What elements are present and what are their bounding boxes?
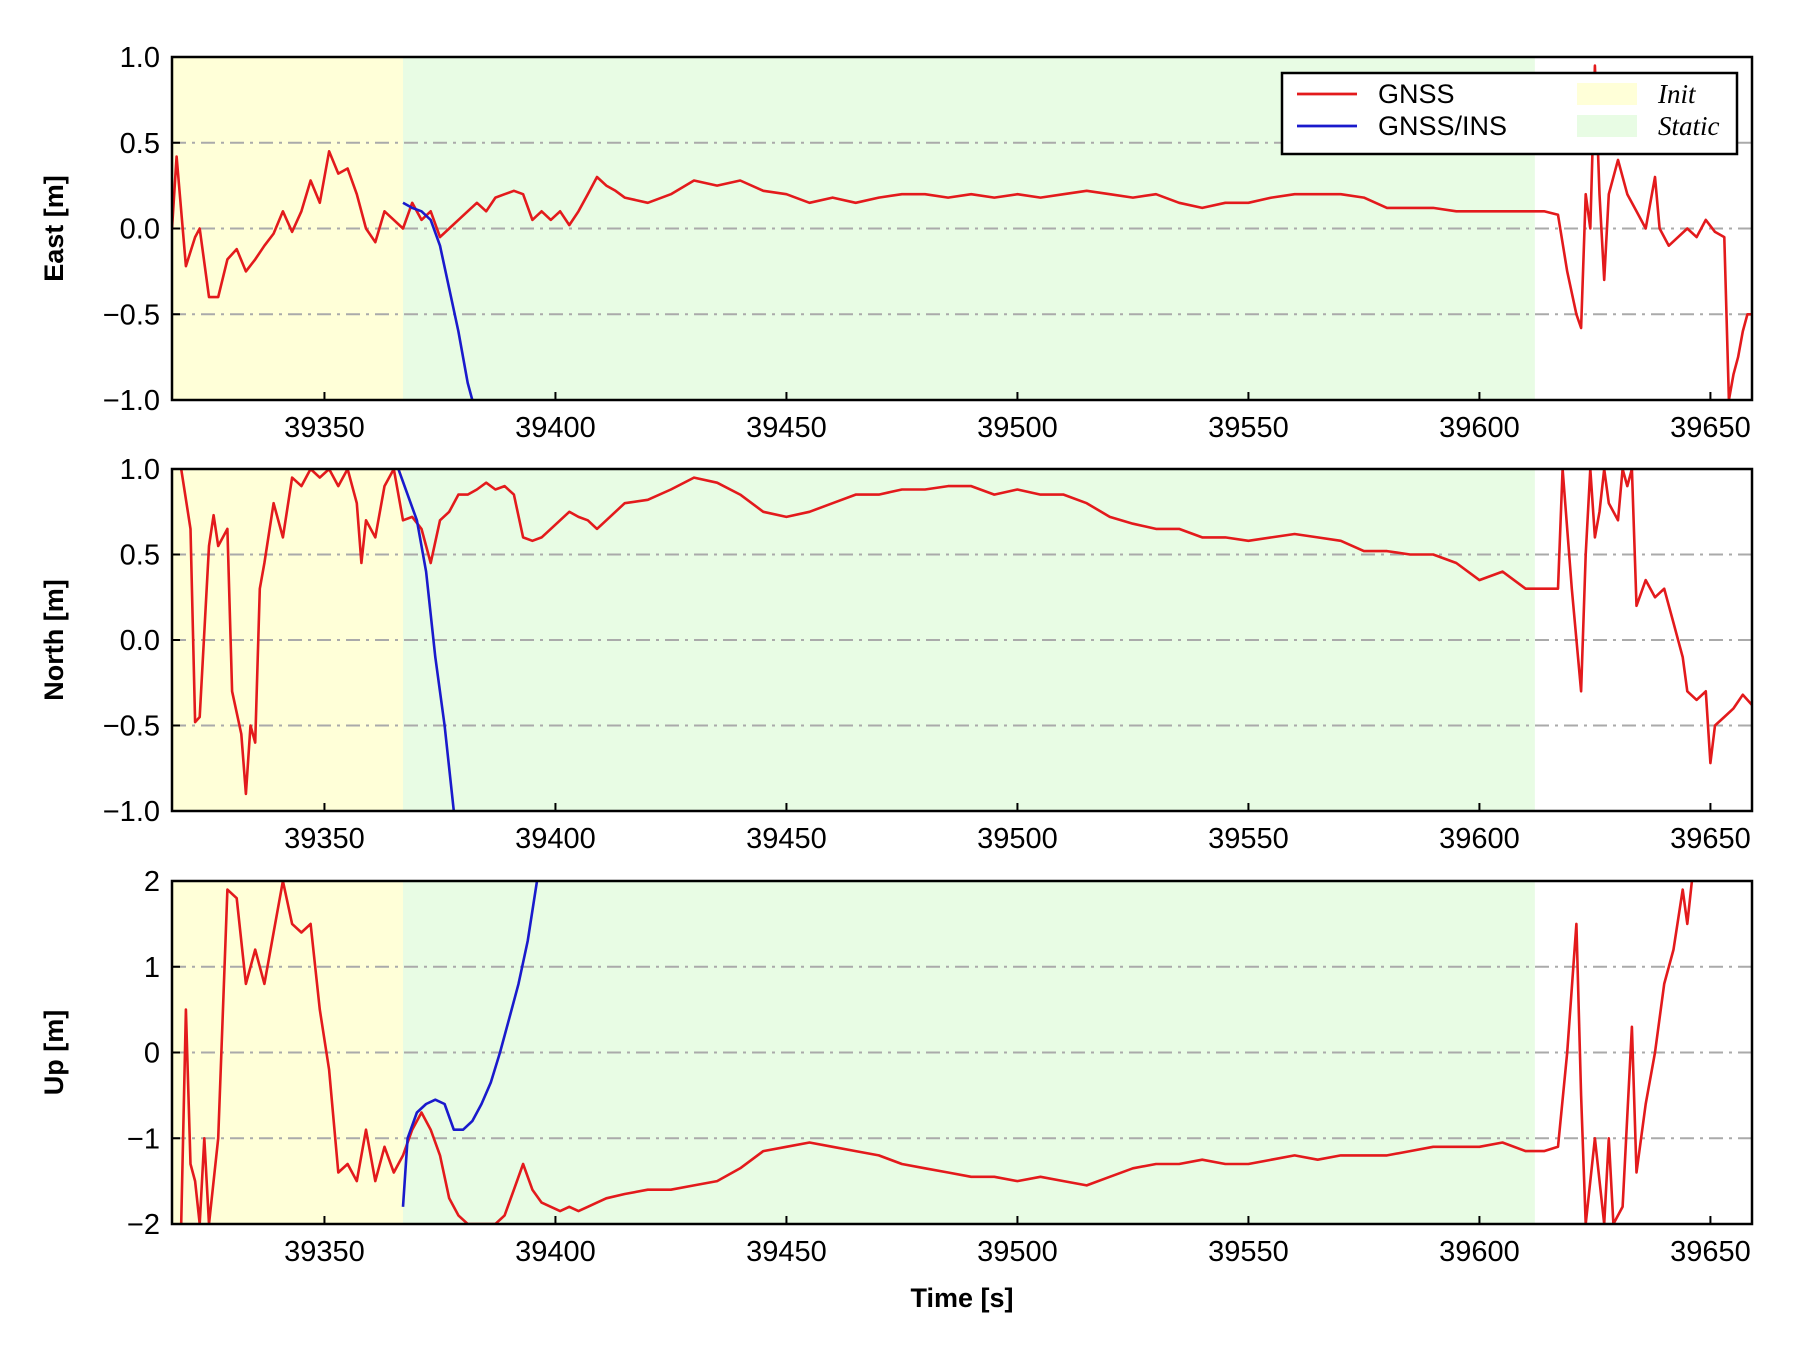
legend-box [1280,71,1739,156]
ytick-label-east-2: 0.0 [120,214,160,246]
xtick-label-up-6: 39650 [1670,1236,1751,1268]
ytick-label-up-3: 1 [144,952,160,984]
ytick-label-up-1: −1 [127,1123,160,1155]
xtick-label-north-5: 39600 [1439,823,1520,855]
ytick-label-east-4: 1.0 [120,42,160,74]
legend-label-init: Init [1657,79,1697,109]
ytick-label-up-2: 0 [144,1038,160,1070]
xtick-label-east-6: 39650 [1670,412,1751,444]
xtick-label-east-1: 39400 [515,412,596,444]
xtick-label-up-2: 39450 [746,1236,827,1268]
ytick-label-north-3: 0.5 [120,540,160,572]
xtick-label-north-6: 39650 [1670,823,1751,855]
xtick-label-up-0: 39350 [284,1236,365,1268]
panel-up: −2 −1 0 1 2 39350 39400 39450 39500 39550 39600 396… [39,866,1754,1313]
legend-swatch-static [1577,115,1637,137]
ytick-label-up-4: 2 [144,866,160,898]
xtick-label-east-3: 39500 [977,412,1058,444]
ytick-label-north-0: −1.0 [103,796,160,828]
series-gnss-ins-north [397,469,456,811]
legend-label-gnss-ins: GNSS/INS [1378,111,1507,141]
ytick-label-north-1: −0.5 [103,711,160,743]
xlabel-up: Time [s] [910,1283,1013,1313]
xtick-label-up-5: 39600 [1439,1236,1520,1268]
xtick-label-east-5: 39600 [1439,412,1520,444]
xtick-label-north-2: 39450 [746,823,827,855]
xtick-label-up-3: 39500 [977,1236,1058,1268]
series-gnss-north [179,469,1752,796]
xtick-label-north-4: 39550 [1208,823,1289,855]
legend-label-gnss: GNSS [1378,79,1455,109]
legend-swatch-init [1577,83,1637,105]
ytick-label-up-0: −2 [127,1209,160,1241]
xtick-label-up-4: 39550 [1208,1236,1289,1268]
xtick-label-east-4: 39550 [1208,412,1289,444]
series-gnss-up [179,881,1694,1224]
xtick-label-up-1: 39400 [515,1236,596,1268]
xtick-label-east-0: 39350 [284,412,365,444]
xtick-label-north-1: 39400 [515,823,596,855]
series-gnss-ins-up [401,881,539,1207]
series-gnss-east [172,64,1752,400]
ytick-label-east-0: −1.0 [103,385,160,417]
ytick-label-east-3: 0.5 [120,128,160,160]
panel-north: −1.0 −0.5 0.0 0.5 1.0 39350 39400 39450 39500 395… [39,454,1754,855]
ylabel-up: Up [m] [39,1010,69,1095]
xtick-label-east-2: 39450 [746,412,827,444]
ytick-label-north-4: 1.0 [120,454,160,486]
ytick-label-north-2: 0.0 [120,625,160,657]
ytick-label-east-1: −0.5 [103,299,160,331]
xtick-label-north-3: 39500 [977,823,1058,855]
legend-label-static: Static [1658,111,1720,141]
ylabel-north: North [m] [39,579,69,700]
series-gnss-ins-east [402,201,474,400]
xtick-label-north-0: 39350 [284,823,365,855]
ylabel-east: East [m] [39,175,69,282]
